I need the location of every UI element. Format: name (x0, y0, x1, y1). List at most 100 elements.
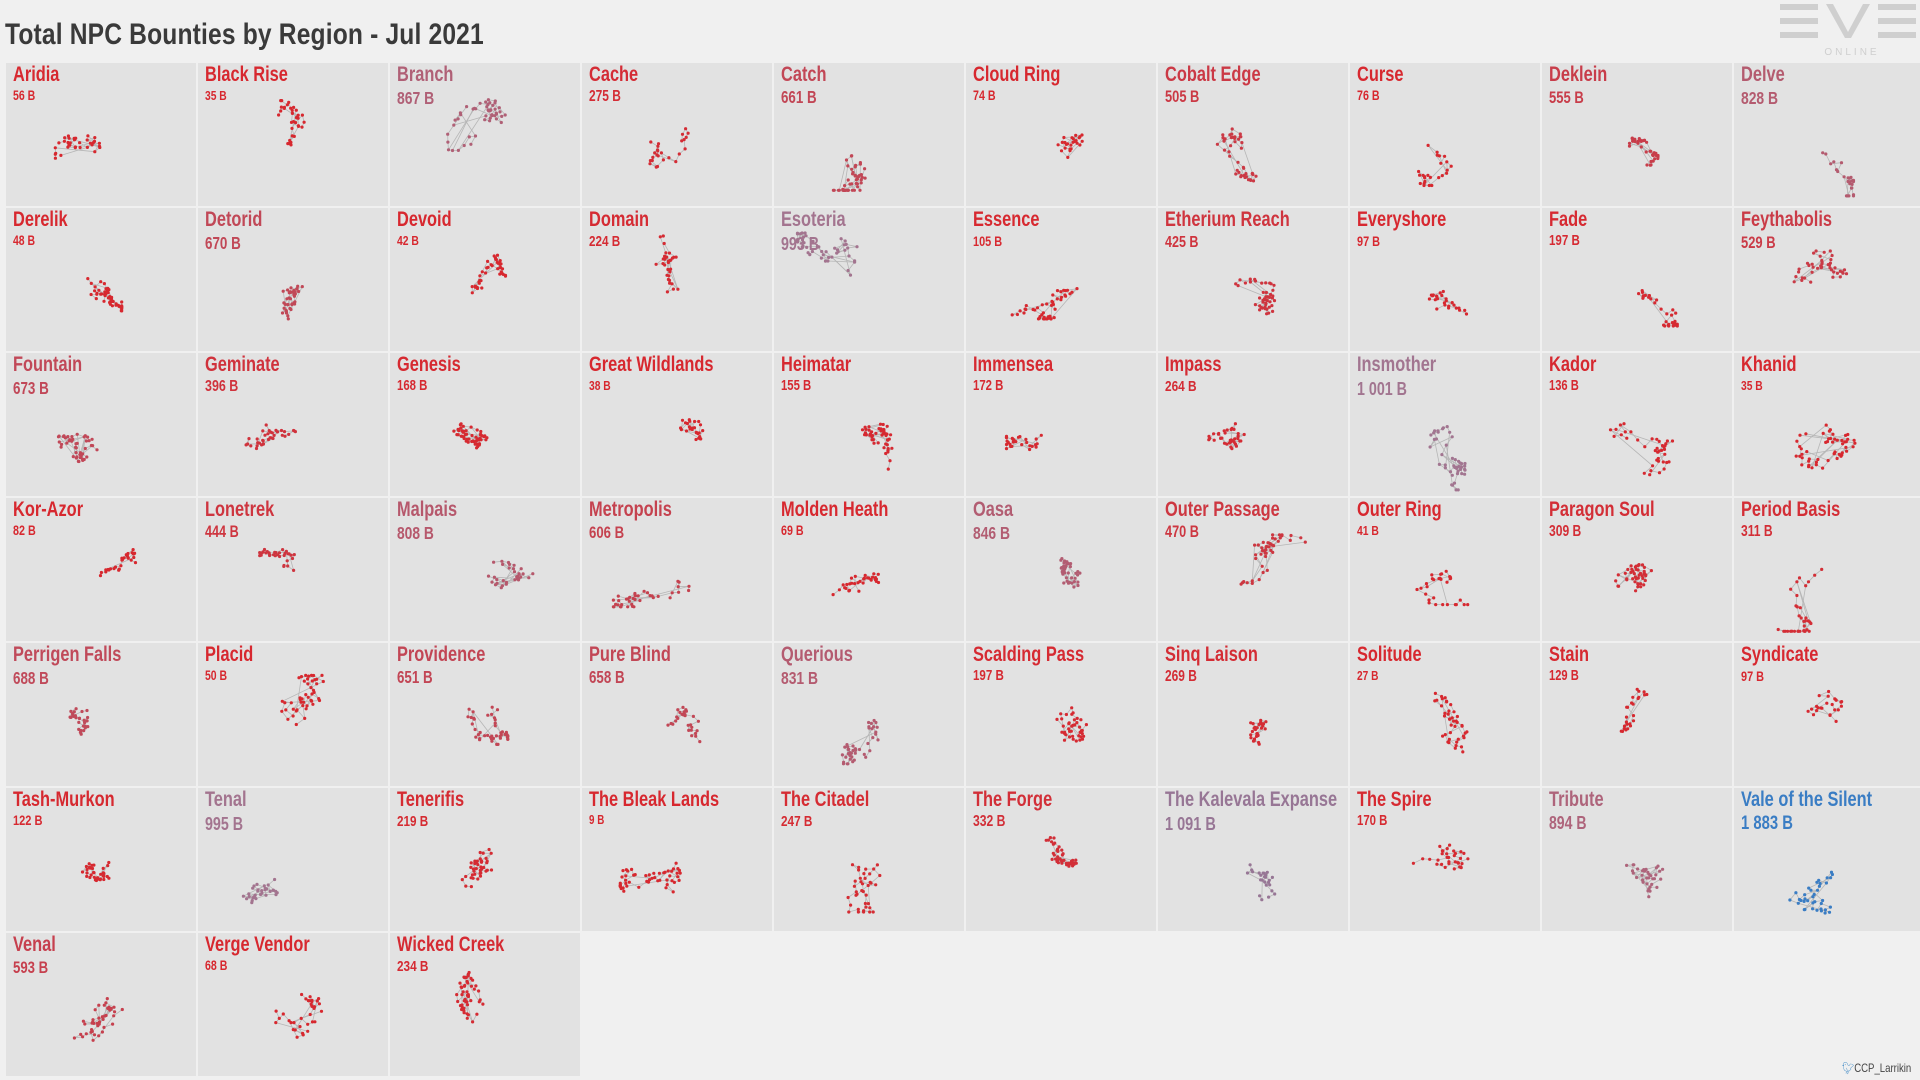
region-panel: Lonetrek 444 B (198, 498, 388, 641)
solar-system-dot (1651, 464, 1655, 468)
solar-system-dot (1258, 296, 1262, 300)
solar-system-dot (1643, 445, 1647, 449)
solar-system-dot (313, 1020, 317, 1024)
solar-system-dot (665, 273, 669, 277)
solar-system-dot (681, 705, 685, 709)
region-panel: Providence 651 B (390, 643, 580, 786)
region-bounty-value: 505 B (1165, 88, 1200, 106)
solar-system-dot (1254, 174, 1258, 178)
region-bounty-value: 658 B (589, 668, 625, 687)
solar-system-dot (70, 435, 74, 439)
solar-system-dot (1452, 719, 1456, 723)
solar-system-dot (1063, 571, 1067, 575)
solar-system-dot (862, 752, 866, 756)
solar-system-dot (886, 467, 890, 471)
solar-system-dot (833, 246, 837, 250)
region-panel: Fountain 673 B (6, 353, 196, 496)
stargate-link (1644, 438, 1653, 447)
region-name: Oasa (973, 498, 1014, 521)
solar-system-dot (1440, 174, 1444, 178)
region-bounty-value: 97 B (1357, 233, 1381, 249)
solar-system-dot (1070, 706, 1074, 710)
solar-system-dot (1272, 283, 1276, 287)
stargate-link (487, 261, 502, 273)
solar-system-dot (876, 572, 880, 576)
solar-system-dot (666, 267, 670, 272)
solar-system-dot (1827, 429, 1831, 433)
solar-system-dot (57, 141, 61, 145)
solar-system-dot (844, 755, 848, 759)
solar-system-dot (684, 135, 688, 139)
solar-system-dot (874, 730, 878, 734)
solar-system-dot (1632, 863, 1636, 867)
stargate-link (1272, 537, 1281, 546)
solar-system-dot (1833, 266, 1837, 270)
solar-system-dot (467, 135, 471, 139)
solar-system-dot (247, 895, 251, 899)
solar-system-dot (1080, 737, 1085, 741)
solar-system-dot (1042, 317, 1046, 321)
solar-system-dot (1039, 433, 1043, 437)
solar-system-dot (1265, 870, 1269, 874)
solar-system-dot (853, 582, 857, 586)
stargate-link (1648, 867, 1657, 875)
solar-system-dot (621, 869, 625, 873)
region-bounty-value: 122 B (13, 813, 43, 829)
solar-system-dot (89, 281, 93, 285)
solar-system-dot (285, 103, 289, 107)
solar-system-dot (473, 872, 477, 876)
region-panel: Tenal 995 B (198, 788, 388, 931)
solar-system-dot (1449, 164, 1453, 168)
solar-system-dot (859, 178, 863, 182)
solar-system-dot (872, 572, 876, 576)
region-star-map (1010, 287, 1079, 321)
solar-system-dot (465, 1003, 470, 1007)
region-panel: Geminate 396 B (198, 353, 388, 496)
solar-system-dot (1824, 152, 1828, 156)
region-bounty-value: 269 B (1165, 668, 1197, 685)
region-panel: Cache 275 B (582, 63, 772, 206)
solar-system-dot (1618, 423, 1622, 427)
stargate-link (1804, 889, 1818, 896)
solar-system-dot (1846, 179, 1850, 184)
stargate-link (1839, 447, 1847, 455)
region-bounty-value: 9 B (589, 813, 605, 827)
solar-system-dot (310, 679, 314, 683)
solar-system-dot (655, 164, 660, 169)
solar-system-dot (89, 873, 93, 877)
solar-system-dot (320, 673, 324, 677)
solar-system-dot (450, 148, 455, 153)
solar-system-dot (456, 999, 460, 1004)
solar-system-dot (1811, 907, 1815, 911)
solar-system-dot (317, 997, 321, 1001)
solar-system-dot (1628, 724, 1633, 728)
region-panel: Derelik 48 B (6, 208, 196, 351)
solar-system-dot (1450, 473, 1454, 477)
solar-system-dot (1800, 456, 1804, 460)
solar-system-dot (1455, 472, 1460, 476)
solar-system-dot (1240, 581, 1245, 585)
stargate-link (834, 244, 845, 249)
region-bounty-value: 35 B (1741, 378, 1763, 393)
solar-system-dot (1212, 432, 1216, 436)
solar-system-dot (500, 584, 504, 588)
solar-system-dot (683, 147, 687, 151)
solar-system-dot (1661, 460, 1665, 464)
region-bounty-value: 50 B (205, 668, 228, 683)
solar-system-dot (677, 590, 681, 594)
solar-system-dot (465, 990, 469, 994)
solar-system-dot (494, 112, 499, 116)
solar-system-dot (1647, 895, 1651, 899)
solar-system-dot (1269, 548, 1273, 552)
solar-system-dot (1271, 533, 1275, 537)
solar-system-dot (1841, 442, 1845, 446)
solar-system-dot (87, 439, 91, 443)
solar-system-dot (63, 136, 67, 140)
region-panel: Outer Ring 41 B (1350, 498, 1540, 641)
solar-system-dot (1647, 887, 1651, 891)
region-bounty-value: 105 B (973, 233, 1003, 249)
solar-system-dot (1245, 581, 1249, 585)
region-bounty-value: 264 B (1165, 378, 1197, 395)
solar-system-dot (483, 118, 487, 122)
solar-system-dot (1654, 873, 1658, 877)
